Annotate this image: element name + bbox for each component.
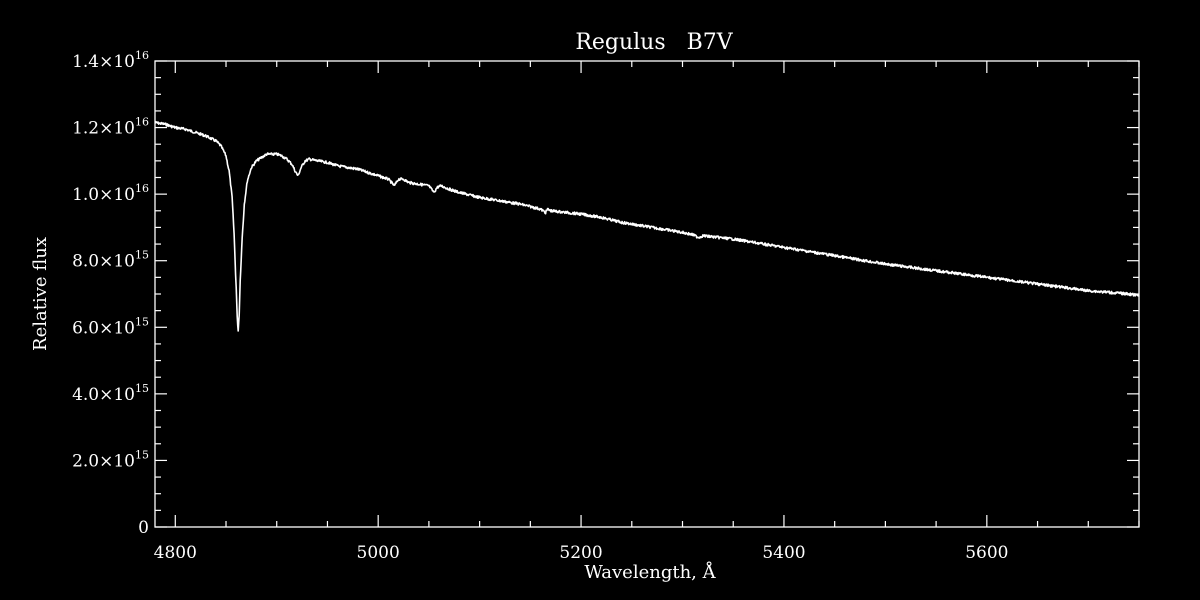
y-tick-exponent: 15 — [135, 448, 149, 461]
y-tick-exponent: 15 — [135, 382, 149, 395]
y-tick-label: 2.0×1015 — [72, 448, 149, 471]
y-tick-mantissa: 0 — [138, 518, 149, 538]
x-tick-label: 4800 — [154, 543, 197, 563]
x-axis-title: Wavelength, Å — [584, 561, 716, 583]
y-tick-exponent: 16 — [135, 116, 149, 129]
y-tick-label: 6.0×1015 — [72, 315, 149, 338]
y-tick-labels: 02.0×10154.0×10156.0×10158.0×10151.0×101… — [72, 49, 149, 538]
y-tick-mantissa: 1.0×10 — [72, 185, 135, 205]
y-tick-mantissa: 1.4×10 — [72, 52, 135, 72]
y-tick-label: 1.2×1016 — [72, 116, 149, 139]
x-tick-label: 5400 — [762, 543, 805, 563]
y-tick-mantissa: 1.2×10 — [72, 119, 135, 139]
x-tick-label: 5000 — [357, 543, 400, 563]
y-tick-label: 0 — [138, 518, 149, 538]
y-tick-mantissa: 4.0×10 — [72, 385, 135, 405]
y-tick-mantissa: 6.0×10 — [72, 318, 135, 338]
y-axis-title: Relative flux — [30, 237, 51, 351]
y-tick-exponent: 15 — [135, 249, 149, 262]
y-tick-exponent: 15 — [135, 315, 149, 328]
y-tick-mantissa: 2.0×10 — [72, 451, 135, 471]
y-tick-label: 1.4×1016 — [72, 49, 149, 72]
chart-title: Regulus B7V — [575, 30, 733, 55]
y-tick-label: 1.0×1016 — [72, 182, 149, 205]
tick-group — [155, 60, 1140, 528]
x-tick-labels: 4800 5000 5200 5400 5600 — [154, 543, 1009, 563]
y-tick-label: 8.0×1015 — [72, 249, 149, 272]
y-tick-label: 4.0×1015 — [72, 382, 149, 405]
x-tick-label: 5200 — [559, 543, 602, 563]
x-tick-label: 5600 — [965, 543, 1008, 563]
spectrum-series-line — [154, 120, 1140, 332]
y-tick-mantissa: 8.0×10 — [72, 252, 135, 272]
y-tick-exponent: 16 — [135, 49, 149, 62]
y-tick-exponent: 16 — [135, 182, 149, 195]
